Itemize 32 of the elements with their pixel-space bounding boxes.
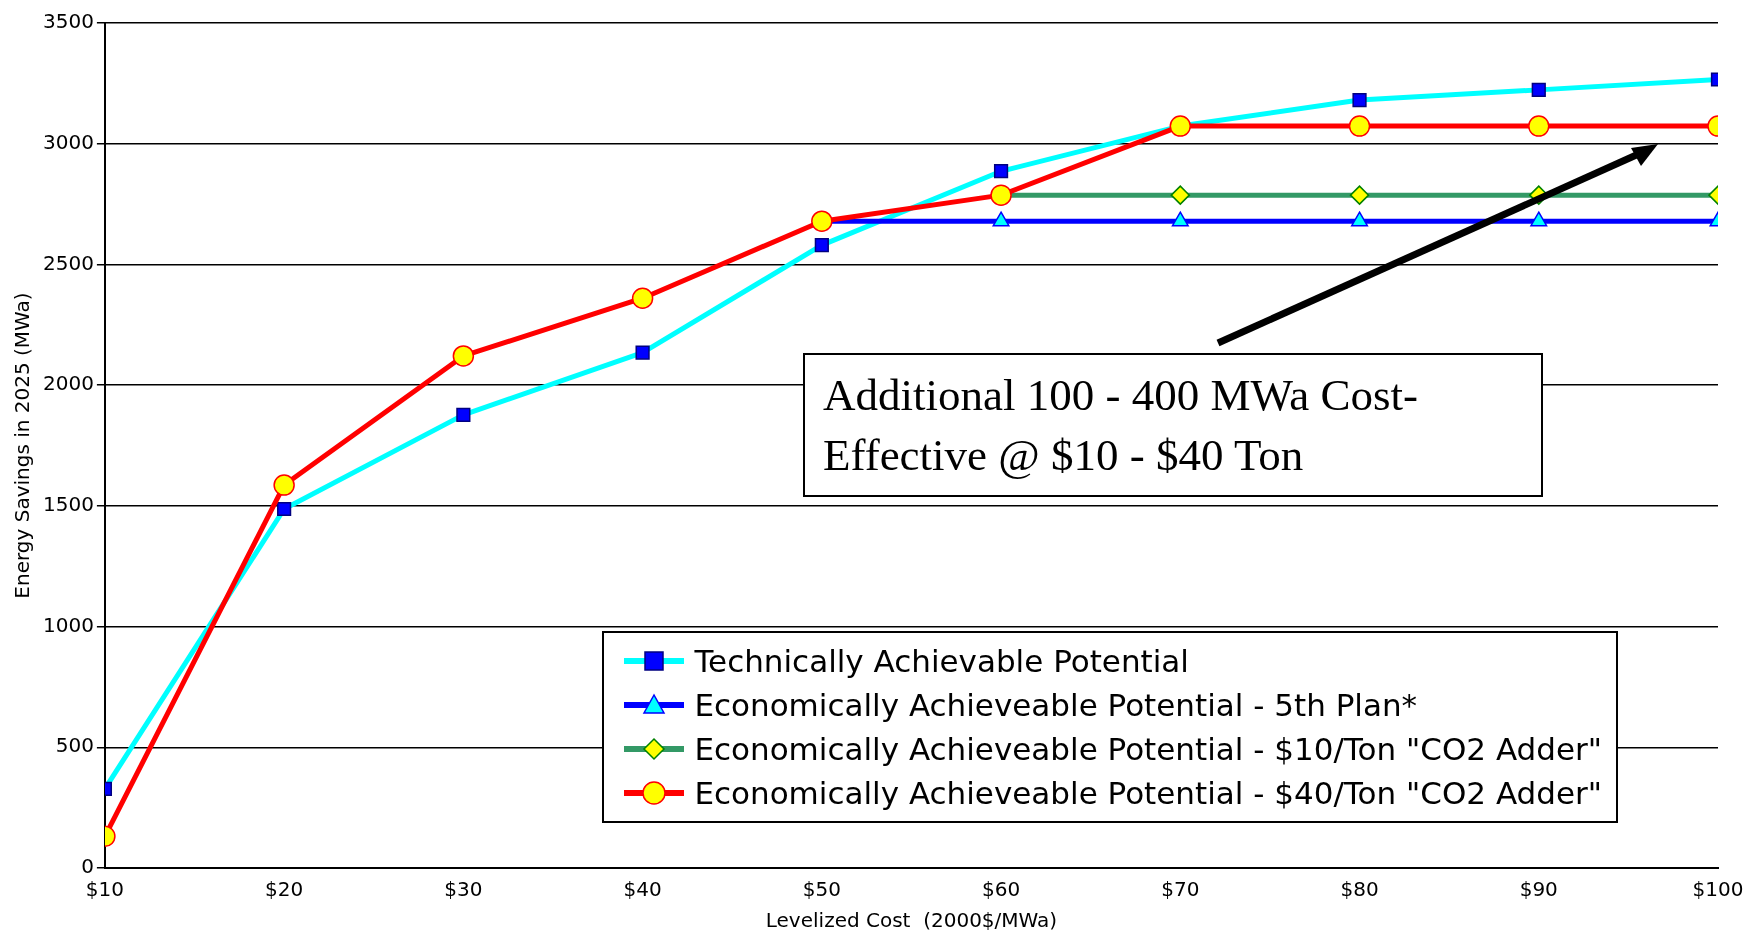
x-tick-label: $100 — [1692, 877, 1744, 902]
x-tick-label: $50 — [802, 877, 841, 902]
point — [1169, 115, 1192, 137]
y-tick-label: 2000 — [42, 371, 94, 396]
x-tick-label: $10 — [85, 877, 124, 902]
point — [811, 210, 833, 232]
point — [1348, 115, 1371, 137]
x-tick-label: $20 — [265, 877, 304, 902]
x-tick-label: $60 — [981, 877, 1021, 902]
y-tick-label: 1500 — [42, 492, 94, 517]
x-tick-label: $40 — [623, 877, 662, 902]
x-tick-label: $30 — [444, 877, 483, 902]
legend-label: Economically Achieveable Potential - 5th Plan* — [694, 686, 1418, 725]
y-tick-label: 3500 — [42, 9, 94, 34]
y-tick-label: 2500 — [42, 250, 94, 275]
text-box: Additional 100 - 400 MWa Cost-Effective @ $10 - $40 Ton — [803, 353, 1543, 497]
y-tick-label: 3000 — [42, 129, 94, 154]
legend-label: Technically Achievable Potential — [694, 642, 1189, 681]
x-axis-title: Levelized Cost (2000$/MWa) — [765, 908, 1058, 933]
x-tick-label: $70 — [1161, 877, 1200, 902]
y-tick-label: 500 — [55, 733, 94, 758]
y-tick-label: 1000 — [42, 612, 94, 637]
legend-label: Economically Achieveable Potential - $10/Ton "CO2 Adder" — [694, 730, 1602, 769]
point — [631, 287, 654, 309]
x-tick-label: $90 — [1519, 877, 1558, 902]
y-tick-label: 0 — [81, 854, 94, 879]
x-tick-label: $80 — [1340, 877, 1379, 902]
point — [1528, 115, 1550, 137]
point — [452, 345, 475, 367]
legend-label: Economically Achieveable Potential - $40/Ton "CO2 Adder" — [694, 774, 1602, 813]
point — [273, 474, 295, 496]
y-axis-title: Energy Savings in 2025 (MWa) — [10, 292, 35, 599]
